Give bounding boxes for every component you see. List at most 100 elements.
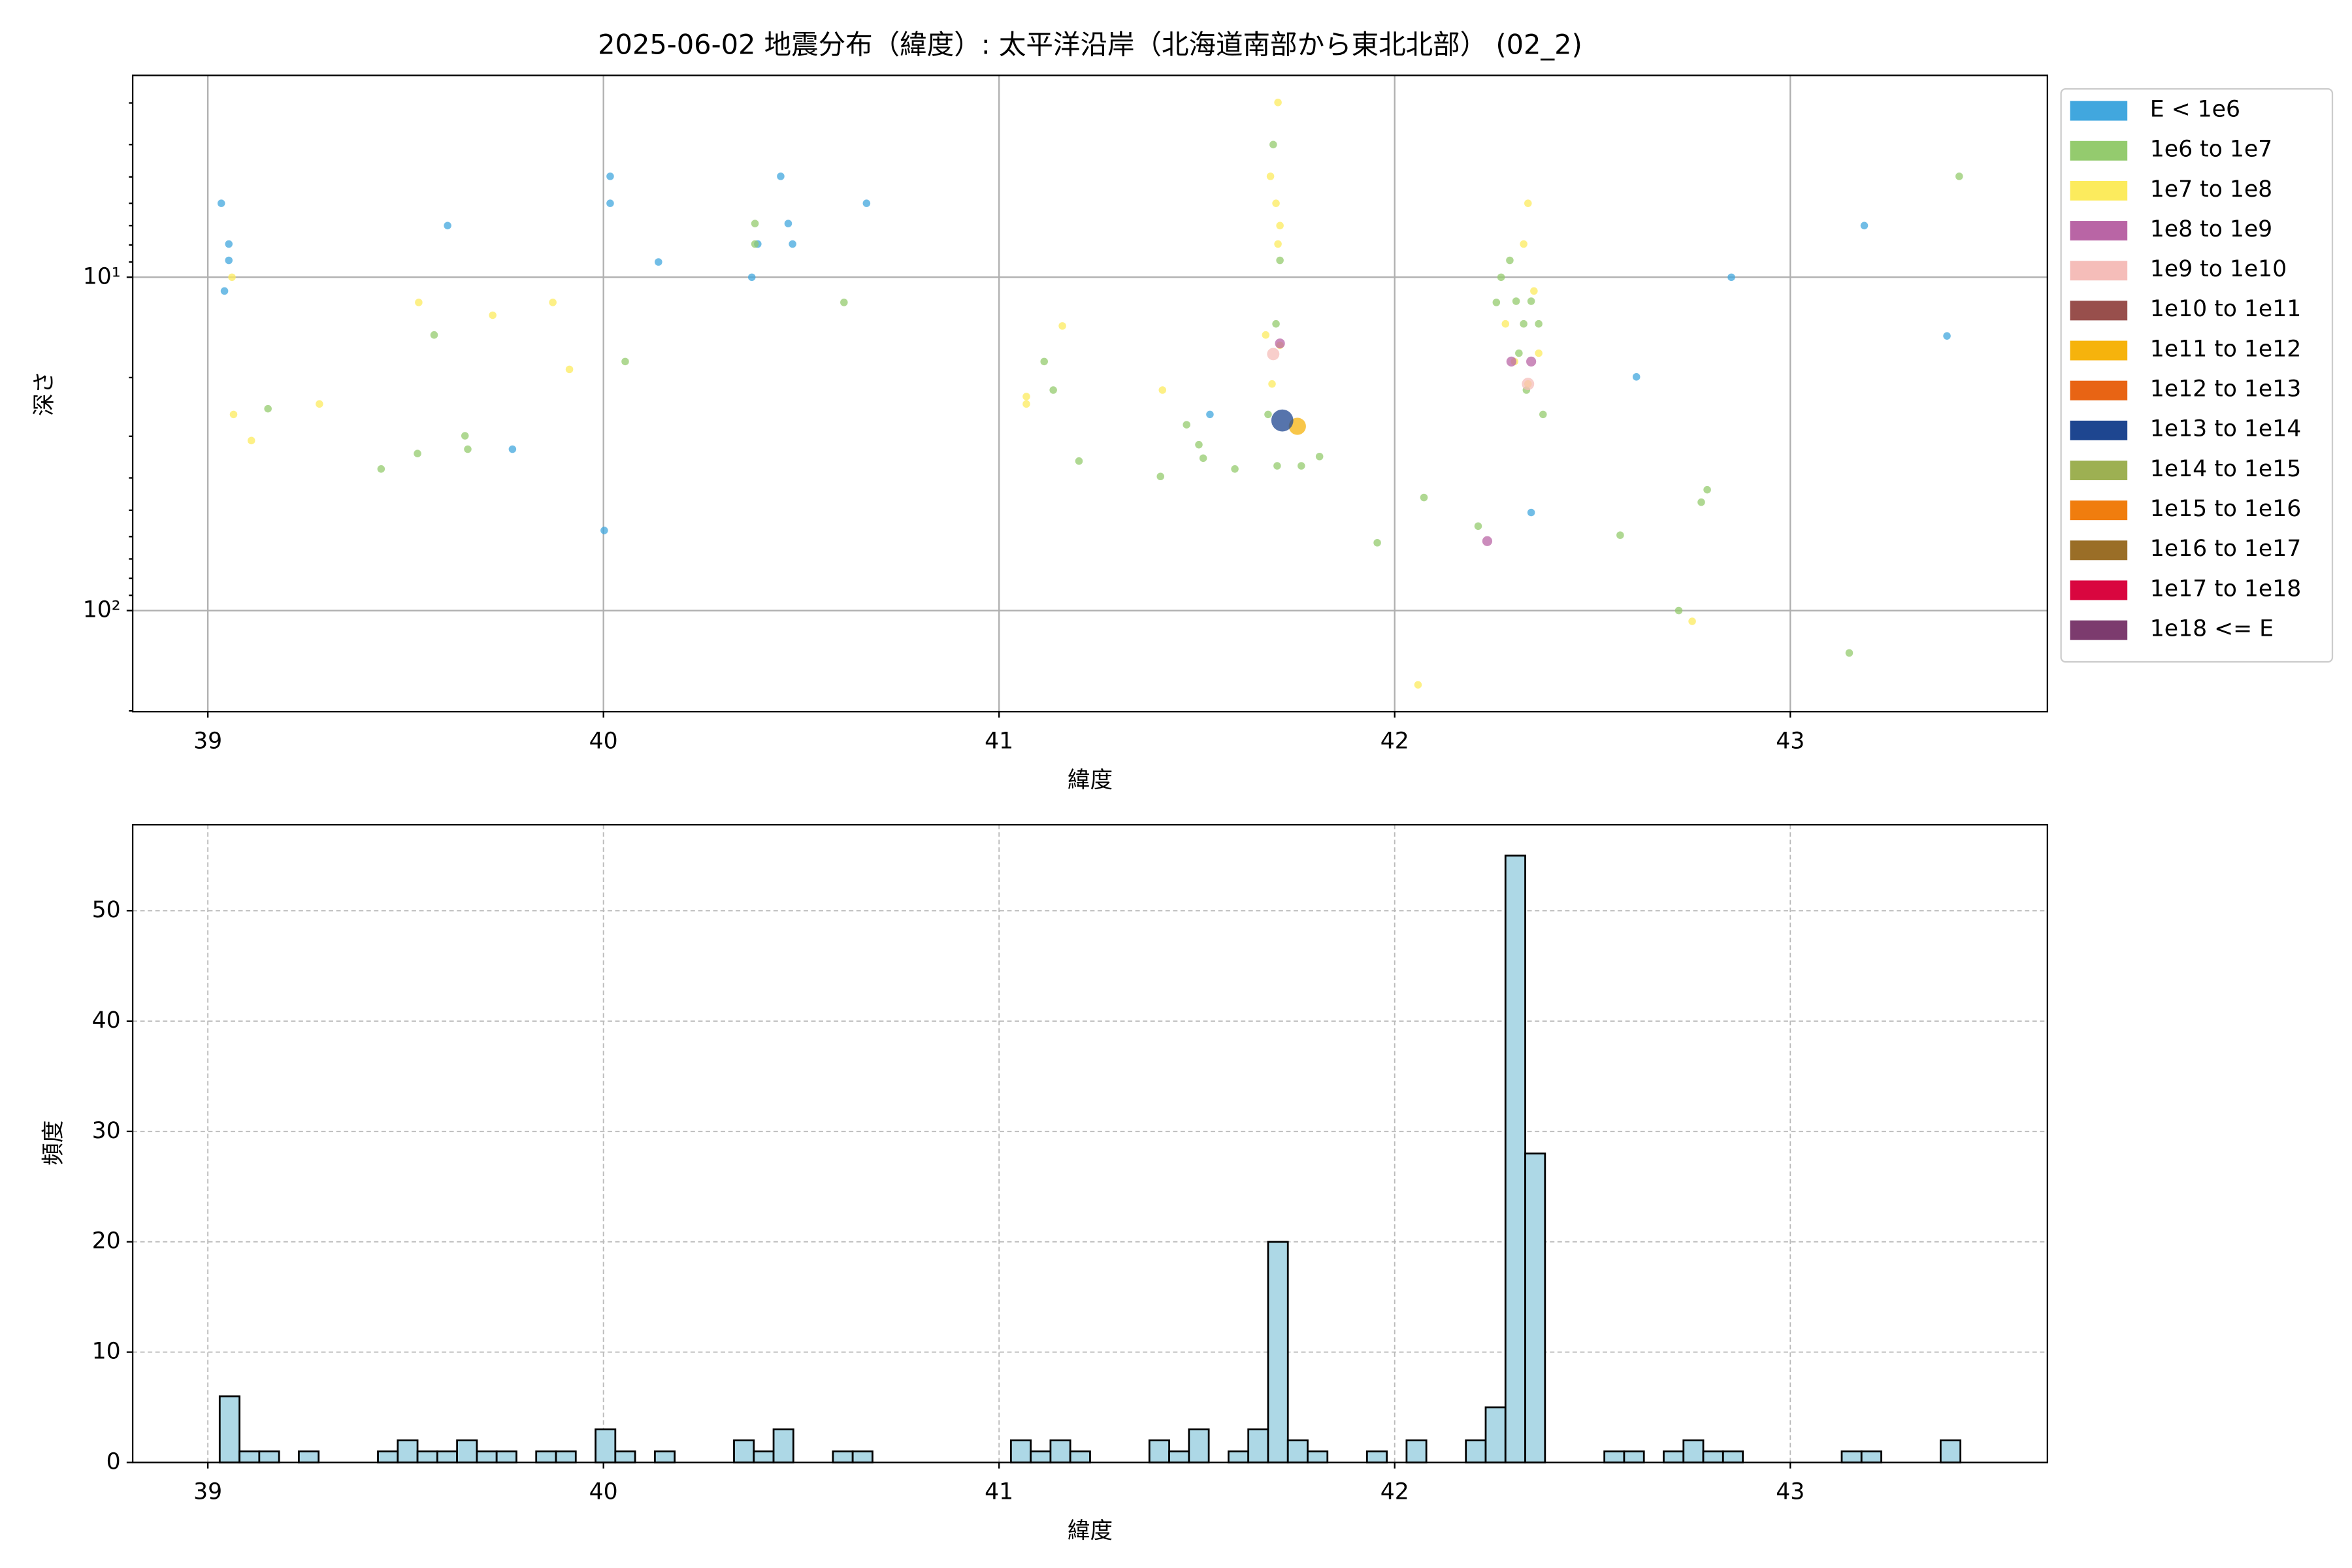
histogram-bar xyxy=(1307,1450,1329,1463)
y-tick-label: 50 xyxy=(92,897,121,923)
scatter-point xyxy=(1231,465,1239,473)
plot-frame xyxy=(131,74,2048,713)
scatter-point xyxy=(1199,454,1207,463)
legend-swatch xyxy=(2070,380,2128,400)
x-axis-label: 緯度 xyxy=(1068,767,1113,793)
scatter-point xyxy=(444,221,451,230)
histogram-bar xyxy=(753,1450,775,1463)
histogram-bar xyxy=(1663,1450,1685,1463)
y-tick-label: 40 xyxy=(92,1007,121,1034)
scatter-point xyxy=(1075,457,1083,465)
histogram-bar xyxy=(1365,1450,1388,1463)
scatter-point xyxy=(1616,531,1624,539)
legend-swatch xyxy=(2070,101,2128,121)
scatter-point xyxy=(1703,485,1711,494)
scatter-point xyxy=(1527,297,1535,305)
y-tick-label: 30 xyxy=(92,1118,121,1144)
scatter-point xyxy=(1845,649,1854,657)
scatter-point xyxy=(508,445,517,453)
scatter-point xyxy=(264,404,272,413)
scatter-point xyxy=(606,172,614,180)
legend-label: 1e18 <= E xyxy=(2150,615,2274,642)
histogram-bar xyxy=(476,1450,498,1463)
scatter-point xyxy=(229,410,238,419)
scatter-point xyxy=(1298,462,1305,470)
scatter-point xyxy=(1183,421,1190,429)
histogram-bar xyxy=(495,1450,517,1463)
legend-swatch xyxy=(2070,180,2128,201)
x-tick-label: 43 xyxy=(1776,728,1805,754)
histogram-bar xyxy=(1286,1439,1309,1463)
histogram-bar xyxy=(1405,1439,1428,1463)
histogram-bar xyxy=(1623,1450,1645,1463)
y-axis-label: 深さ xyxy=(31,371,57,416)
legend-swatch xyxy=(2070,301,2128,321)
scatter-point xyxy=(377,465,385,473)
legend-label: 1e12 to 1e13 xyxy=(2150,376,2301,402)
scatter-point xyxy=(1688,617,1696,625)
x-axis-label: 緯度 xyxy=(1068,1518,1113,1544)
scatter-point xyxy=(1414,681,1422,689)
scatter-point xyxy=(1272,319,1280,328)
y-axis-label: 頻度 xyxy=(41,1120,67,1166)
x-tick-label: 39 xyxy=(193,728,222,754)
scatter-point xyxy=(784,220,792,227)
histogram-bar xyxy=(1267,1241,1289,1463)
y-tick-label: 10² xyxy=(83,597,121,623)
scatter-point xyxy=(1674,606,1683,615)
histogram-bar xyxy=(595,1428,617,1463)
scatter-point xyxy=(1943,332,1951,340)
scatter-point xyxy=(1040,357,1048,366)
histogram-bar xyxy=(1939,1439,1962,1463)
scatter-point xyxy=(600,527,608,534)
legend-label: 1e8 to 1e9 xyxy=(2150,216,2272,242)
scatter-point xyxy=(1195,440,1203,449)
histogram-bar xyxy=(1168,1450,1190,1463)
histogram-bar xyxy=(1247,1428,1269,1463)
scatter-point xyxy=(1058,322,1066,330)
histogram-bar xyxy=(1524,1152,1546,1463)
scatter-point xyxy=(1527,508,1535,517)
scatter-point xyxy=(1268,380,1276,388)
legend-swatch xyxy=(2070,340,2128,361)
x-tick-label: 41 xyxy=(985,728,1013,754)
scatter-point xyxy=(606,199,614,207)
histogram-bar xyxy=(416,1450,438,1463)
scatter-point xyxy=(1275,338,1285,349)
scatter-point xyxy=(1269,140,1277,149)
scatter-point xyxy=(751,220,759,227)
scatter-point xyxy=(1315,452,1324,461)
legend-swatch xyxy=(2070,580,2128,600)
histogram-bar xyxy=(1148,1439,1170,1463)
scatter-point xyxy=(1535,319,1543,328)
scatter-point xyxy=(1955,172,1963,180)
scatter-point xyxy=(655,258,662,266)
legend-swatch xyxy=(2070,540,2128,561)
scatter-point xyxy=(1266,172,1275,180)
histogram-bar xyxy=(1702,1450,1724,1463)
histogram-bar xyxy=(1030,1450,1052,1463)
histogram-bar xyxy=(1465,1439,1487,1463)
scatter-point xyxy=(1022,400,1030,408)
scatter-point xyxy=(228,273,236,282)
scatter-point xyxy=(751,240,759,248)
x-tick-label: 42 xyxy=(1380,1479,1409,1505)
scatter-point xyxy=(415,299,423,306)
histogram-bar xyxy=(733,1439,755,1463)
scatter-point xyxy=(1497,273,1505,282)
scatter-point xyxy=(549,299,557,306)
histogram-bar xyxy=(1069,1450,1091,1463)
legend-label: 1e9 to 1e10 xyxy=(2150,256,2287,282)
histogram-bar xyxy=(377,1450,399,1463)
scatter-point xyxy=(1272,199,1280,207)
legend-swatch xyxy=(2070,620,2128,640)
legend-label: 1e11 to 1e12 xyxy=(2150,336,2301,362)
histogram-bar xyxy=(1049,1439,1071,1463)
histogram-bar xyxy=(535,1450,557,1463)
scatter-point xyxy=(1262,331,1270,339)
chart-title: 2025-06-02 地震分布（緯度）: 太平洋沿岸（北海道南部から東北北部） … xyxy=(598,29,1582,61)
scatter-point xyxy=(747,273,756,282)
y-tick-label: 10 xyxy=(92,1339,121,1365)
histogram-bar xyxy=(1603,1450,1625,1463)
